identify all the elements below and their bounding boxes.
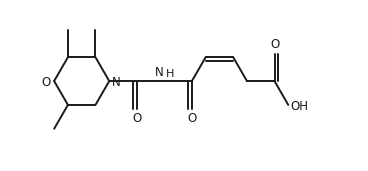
Text: N: N <box>112 76 121 89</box>
Text: H: H <box>166 69 175 79</box>
Text: O: O <box>132 111 141 124</box>
Text: N: N <box>155 66 163 79</box>
Text: OH: OH <box>290 100 308 113</box>
Text: O: O <box>270 38 279 51</box>
Text: O: O <box>187 111 197 124</box>
Text: O: O <box>41 76 50 89</box>
